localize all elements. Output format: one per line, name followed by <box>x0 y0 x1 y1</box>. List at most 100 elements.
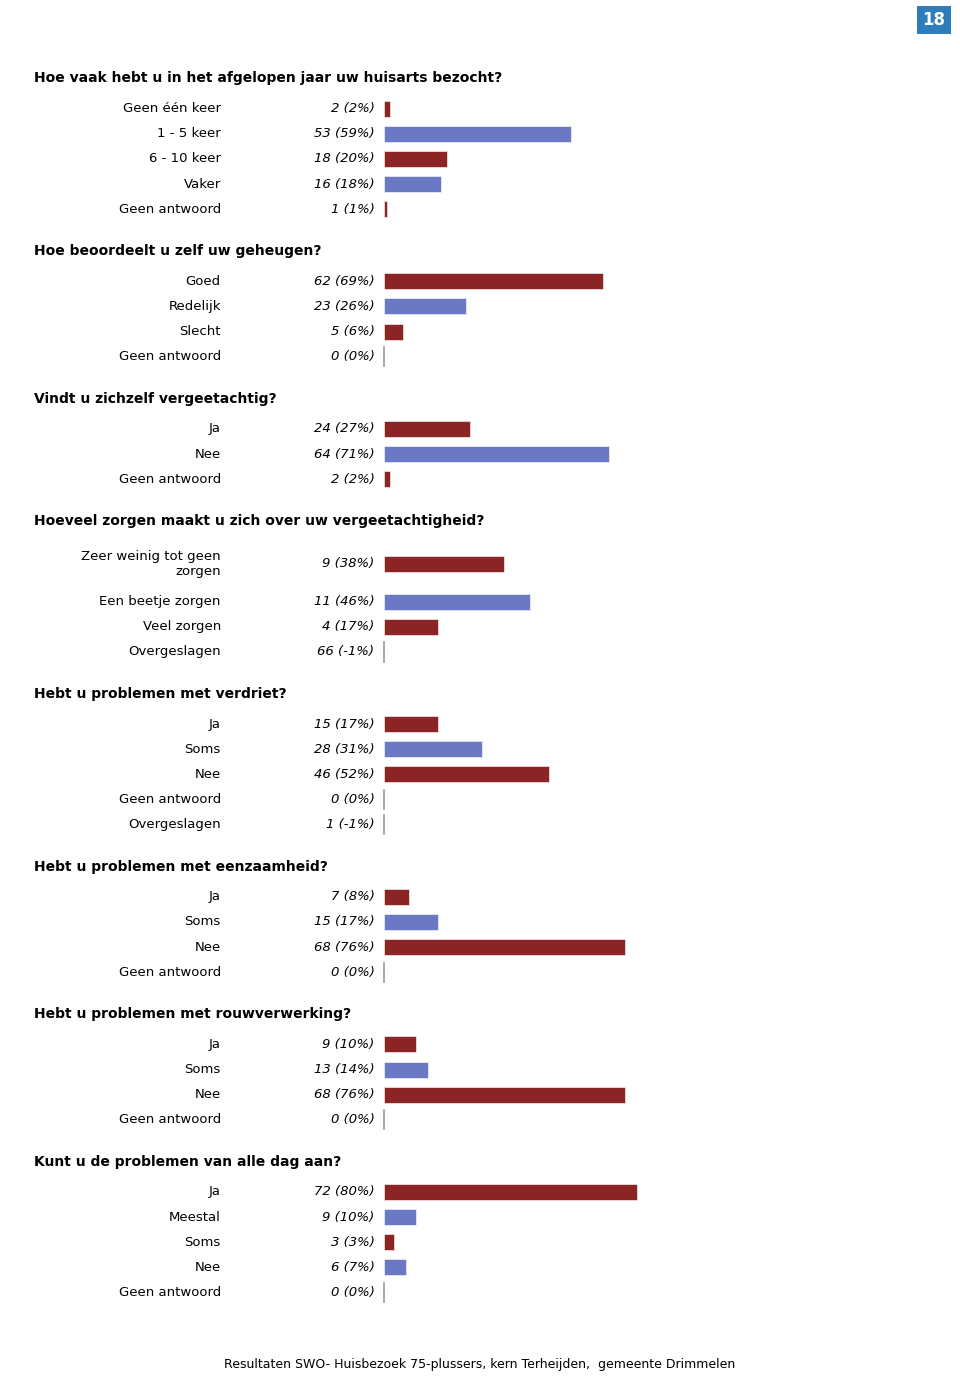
Bar <box>384 446 609 462</box>
Text: Geen antwoord: Geen antwoord <box>118 473 221 486</box>
Text: 0 (0%): 0 (0%) <box>330 793 374 806</box>
Bar <box>384 126 571 142</box>
Text: 9 (10%): 9 (10%) <box>323 1038 374 1051</box>
Text: Geen één keer: Geen één keer <box>123 103 221 115</box>
Bar <box>384 766 549 783</box>
Bar <box>384 323 403 340</box>
Bar <box>384 888 409 905</box>
Bar <box>384 298 467 315</box>
Text: 18 (20%): 18 (20%) <box>314 153 374 165</box>
Bar <box>384 100 391 117</box>
Text: 1 (-1%): 1 (-1%) <box>325 818 374 831</box>
Text: 9 (38%): 9 (38%) <box>323 558 374 570</box>
Text: 53 (59%): 53 (59%) <box>314 128 374 140</box>
Text: Vindt u zichzelf vergeetachtig?: Vindt u zichzelf vergeetachtig? <box>34 391 276 405</box>
Text: 6 (7%): 6 (7%) <box>330 1260 374 1274</box>
Text: Soms: Soms <box>184 743 221 755</box>
Text: 15 (17%): 15 (17%) <box>314 718 374 730</box>
Bar <box>384 557 504 572</box>
Text: 2 (2%): 2 (2%) <box>330 103 374 115</box>
Text: 68 (76%): 68 (76%) <box>314 1088 374 1101</box>
Text: 62 (69%): 62 (69%) <box>314 275 374 287</box>
Bar <box>384 176 441 192</box>
Text: 0 (0%): 0 (0%) <box>330 1113 374 1127</box>
Bar <box>384 619 438 634</box>
Text: Zeer weinig tot geen
zorgen: Zeer weinig tot geen zorgen <box>82 550 221 577</box>
Text: 3 (3%): 3 (3%) <box>330 1235 374 1249</box>
Bar <box>384 940 625 955</box>
Text: Vaker: Vaker <box>183 178 221 190</box>
Text: 2 (2%): 2 (2%) <box>330 473 374 486</box>
Bar <box>384 151 447 167</box>
Bar <box>384 1062 428 1077</box>
Text: 66 (-1%): 66 (-1%) <box>318 645 374 658</box>
Text: 4 (17%): 4 (17%) <box>323 620 374 633</box>
Text: Hebt u problemen met eenzaamheid?: Hebt u problemen met eenzaamheid? <box>34 859 327 873</box>
Bar <box>384 1037 416 1052</box>
Text: 1 - 5 keer: 1 - 5 keer <box>157 128 221 140</box>
Text: Geen antwoord: Geen antwoord <box>118 203 221 215</box>
Text: 24 (27%): 24 (27%) <box>314 422 374 436</box>
Text: Meestal: Meestal <box>169 1210 221 1224</box>
Text: Geen antwoord: Geen antwoord <box>118 966 221 979</box>
Text: 28 (31%): 28 (31%) <box>314 743 374 755</box>
Text: 5 (6%): 5 (6%) <box>330 325 374 339</box>
Bar <box>384 594 530 609</box>
Text: Nee: Nee <box>195 1260 221 1274</box>
Text: 15 (17%): 15 (17%) <box>314 916 374 929</box>
Bar <box>384 1184 637 1201</box>
Text: 16 (18%): 16 (18%) <box>314 178 374 190</box>
Text: Goed: Goed <box>185 275 221 287</box>
Text: 6 - 10 keer: 6 - 10 keer <box>149 153 221 165</box>
Text: 7 (8%): 7 (8%) <box>330 890 374 904</box>
Text: Hoeveel zorgen maakt u zich over uw vergeetachtigheid?: Hoeveel zorgen maakt u zich over uw verg… <box>34 514 484 529</box>
Text: 23 (26%): 23 (26%) <box>314 300 374 312</box>
Text: Veel zorgen: Veel zorgen <box>142 620 221 633</box>
Text: 46 (52%): 46 (52%) <box>314 768 374 781</box>
Text: 72 (80%): 72 (80%) <box>314 1185 374 1198</box>
Bar <box>384 716 438 731</box>
Bar <box>384 913 438 930</box>
Text: Geen antwoord: Geen antwoord <box>118 793 221 806</box>
Text: Slecht: Slecht <box>180 325 221 339</box>
Text: 0 (0%): 0 (0%) <box>330 1287 374 1299</box>
Text: Kunt u de problemen van alle dag aan?: Kunt u de problemen van alle dag aan? <box>34 1155 341 1169</box>
Bar <box>384 1087 625 1102</box>
Text: Soms: Soms <box>184 916 221 929</box>
Text: Overgeslagen: Overgeslagen <box>129 645 221 658</box>
Text: Hebt u problemen met rouwverwerking?: Hebt u problemen met rouwverwerking? <box>34 1008 350 1022</box>
Text: Geen antwoord: Geen antwoord <box>118 350 221 364</box>
Text: Overgeslagen: Overgeslagen <box>129 818 221 831</box>
Text: Redelijk: Redelijk <box>168 300 221 312</box>
Text: Ja: Ja <box>209 1038 221 1051</box>
Text: Soms: Soms <box>184 1235 221 1249</box>
Text: 11 (46%): 11 (46%) <box>314 595 374 608</box>
Text: Geen antwoord: Geen antwoord <box>118 1287 221 1299</box>
Text: 18: 18 <box>923 11 946 29</box>
Text: Hebt u problemen met verdriet?: Hebt u problemen met verdriet? <box>34 687 286 701</box>
Text: Nee: Nee <box>195 447 221 461</box>
Text: Ja: Ja <box>209 1185 221 1198</box>
Text: 64 (71%): 64 (71%) <box>314 447 374 461</box>
Bar <box>384 472 391 487</box>
Text: Ja: Ja <box>209 890 221 904</box>
Text: 9 (10%): 9 (10%) <box>323 1210 374 1224</box>
Text: Een beetje zorgen: Een beetje zorgen <box>100 595 221 608</box>
Text: Geen antwoord: Geen antwoord <box>118 1113 221 1127</box>
Text: Nee: Nee <box>195 1088 221 1101</box>
Text: 0 (0%): 0 (0%) <box>330 966 374 979</box>
Text: Soms: Soms <box>184 1063 221 1076</box>
Bar <box>384 1259 406 1276</box>
Text: 0 (0%): 0 (0%) <box>330 350 374 364</box>
Bar <box>384 273 603 289</box>
Bar <box>384 1209 416 1226</box>
Bar <box>384 201 387 217</box>
Bar <box>384 741 482 758</box>
Text: Ja: Ja <box>209 422 221 436</box>
Text: Nee: Nee <box>195 768 221 781</box>
Text: Resultaten SWO- Huisbezoek 75-plussers, kern Terheijden,  gemeente Drimmelen: Resultaten SWO- Huisbezoek 75-plussers, … <box>225 1359 735 1371</box>
Text: Hoe beoordeelt u zelf uw geheugen?: Hoe beoordeelt u zelf uw geheugen? <box>34 244 321 258</box>
Text: 68 (76%): 68 (76%) <box>314 941 374 954</box>
Text: Nee: Nee <box>195 941 221 954</box>
Bar <box>384 1234 394 1251</box>
